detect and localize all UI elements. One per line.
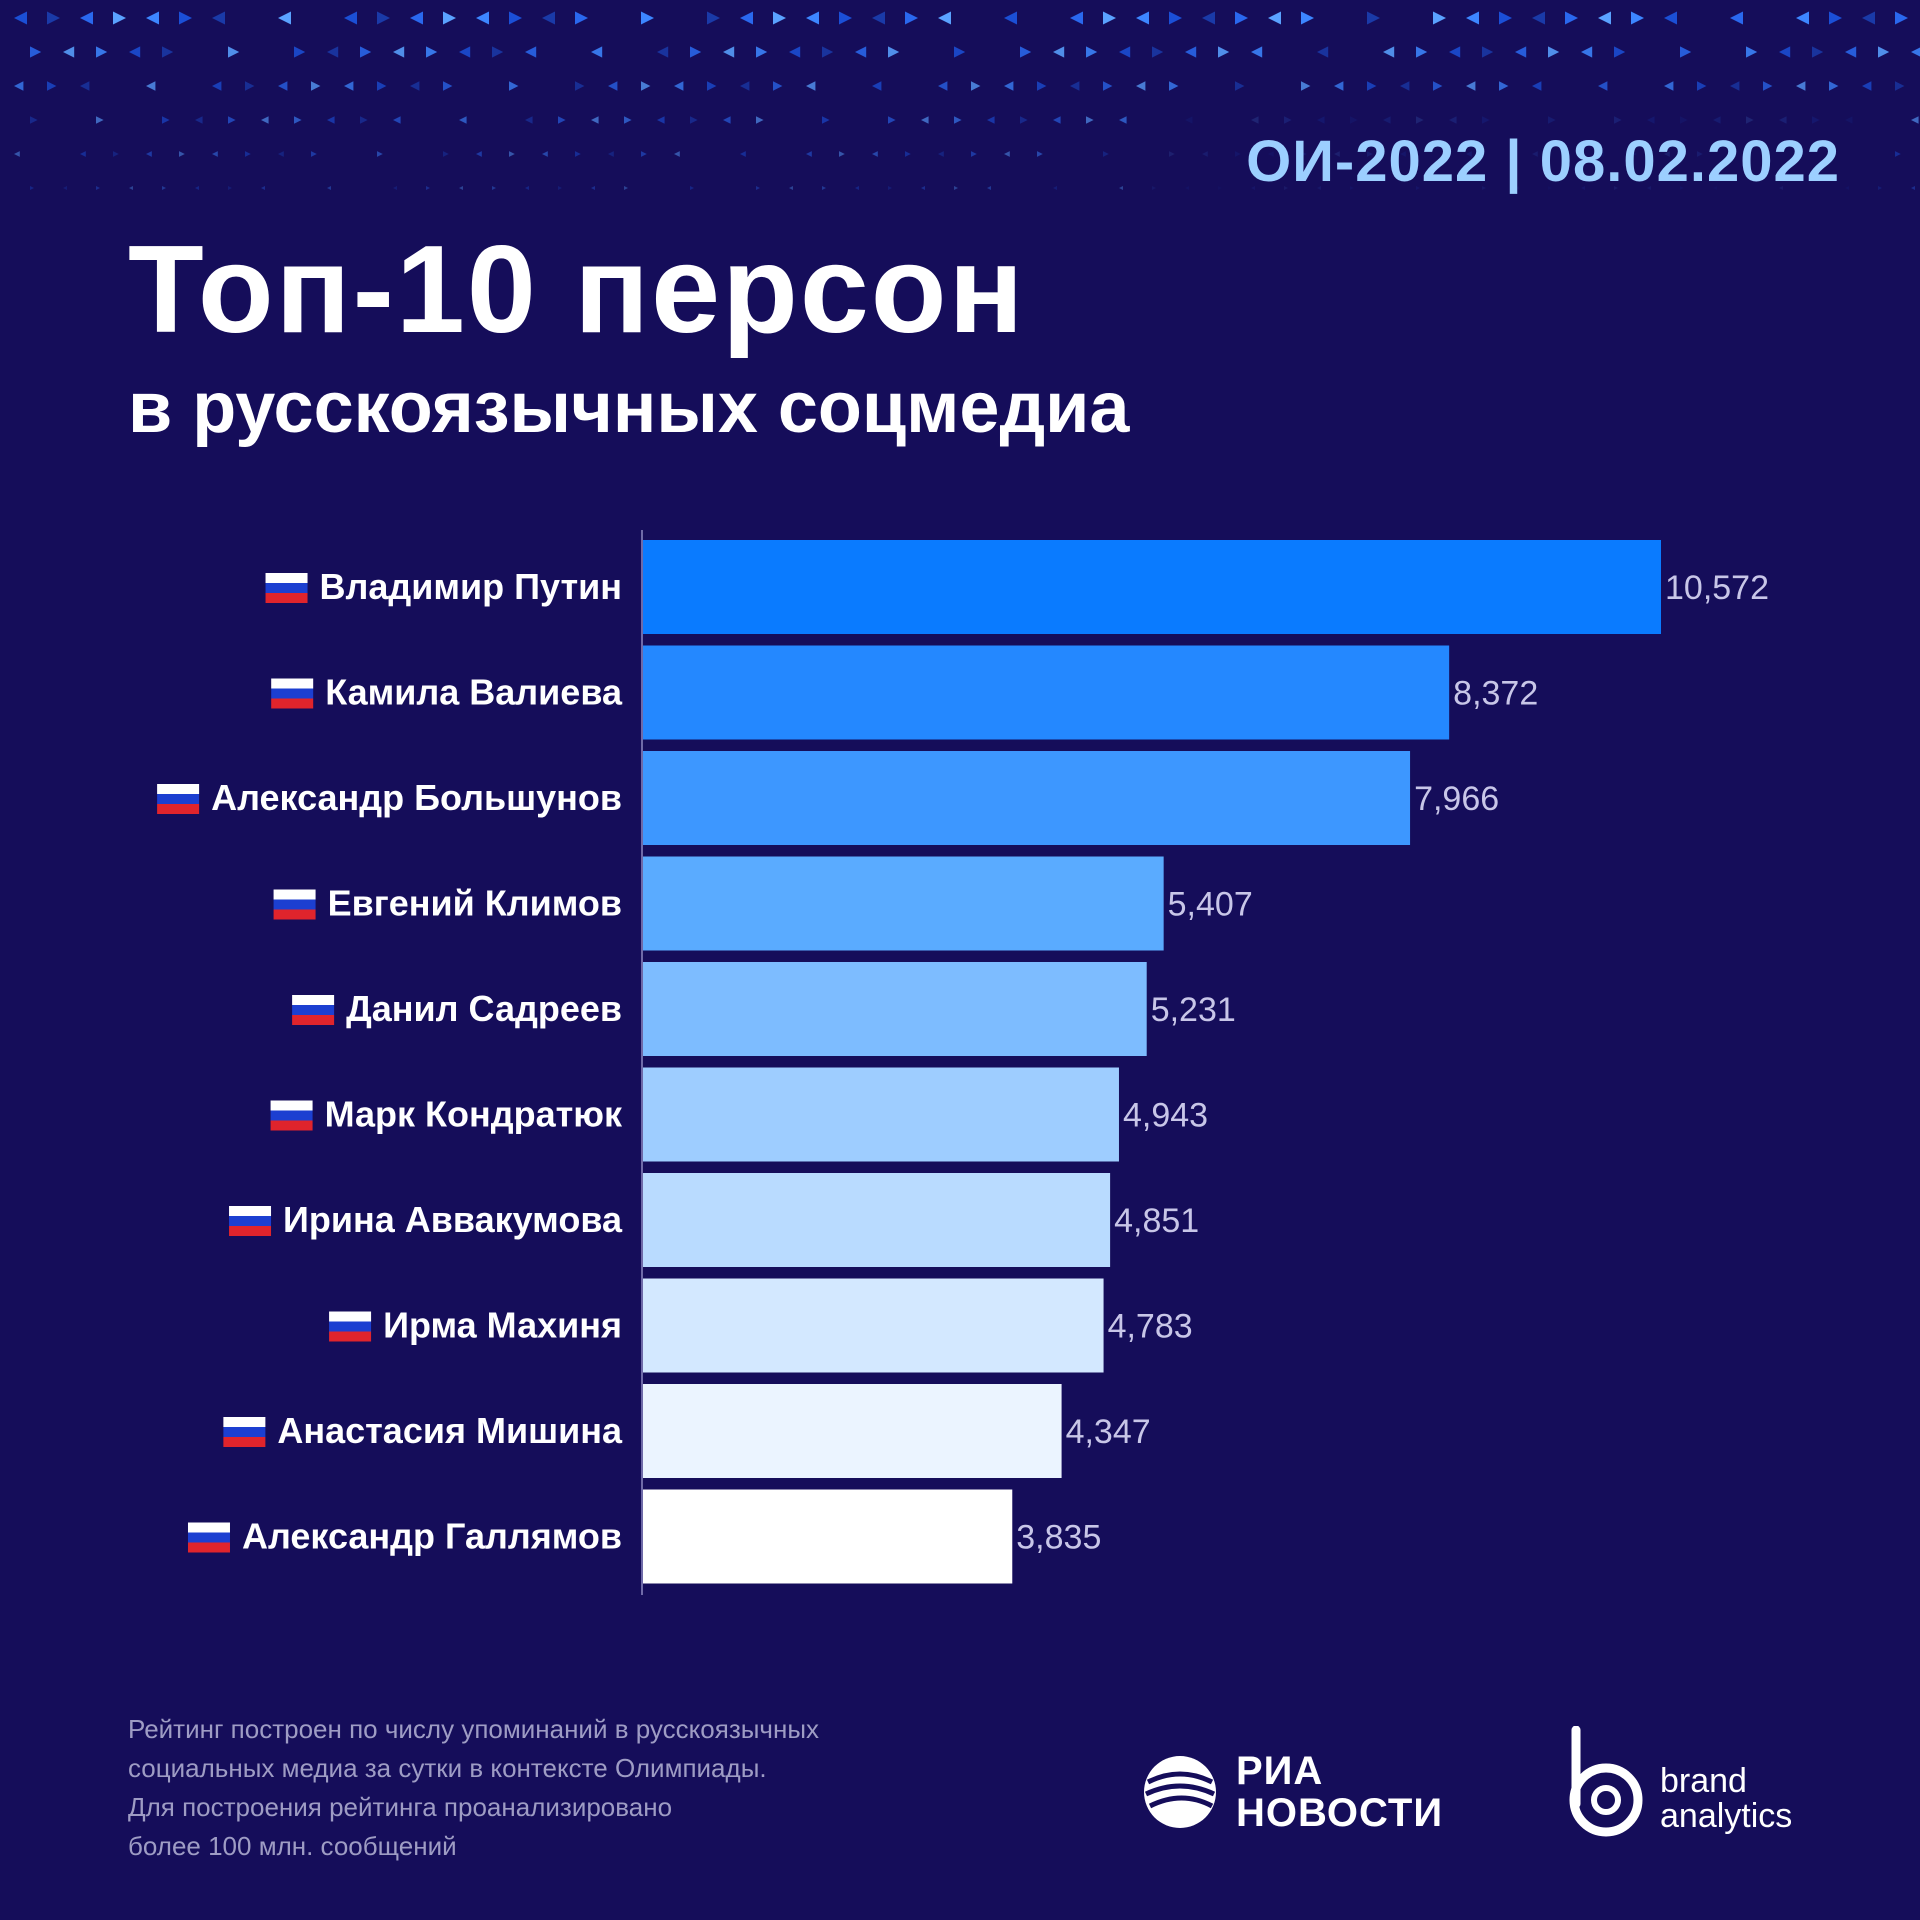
footnote-line: Для построения рейтинга проанализировано (128, 1792, 673, 1822)
bar (643, 1384, 1062, 1478)
bar (643, 1489, 1013, 1584)
brand-analytics-logo: brand analytics (1562, 1726, 1792, 1840)
data-label: 4,943 (1123, 1097, 1208, 1135)
russia-flag-icon (292, 995, 335, 1025)
russia-flag-icon (265, 573, 308, 603)
ria-logo-line: РИА (1236, 1749, 1324, 1793)
category-label: Данил Садреев (346, 988, 622, 1029)
russia-flag-icon (270, 1100, 313, 1131)
ba-logo-line: analytics (1660, 1797, 1793, 1835)
data-label: 7,966 (1414, 780, 1499, 818)
footnote-line: более 100 млн. сообщений (128, 1831, 457, 1861)
page-title: Топ-10 персон (128, 221, 1026, 359)
footnote: Рейтинг построен по числу упоминаний в р… (128, 1710, 1028, 1866)
bar (643, 856, 1164, 951)
bar (643, 751, 1411, 845)
russia-flag-icon (273, 889, 316, 920)
page-subtitle: в русскоязычных соцмедиа (128, 368, 1130, 448)
event-date-heading: ОИ-2022 | 08.02.2022 (1246, 129, 1840, 194)
footnote-line: Рейтинг построен по числу упоминаний в р… (128, 1714, 820, 1744)
data-label: 8,372 (1453, 675, 1538, 713)
bar-chart: 10,572 Владимир Путин 8,372 Камила Валиева 7… (157, 530, 1769, 1595)
ria-novosti-logo: РИА НОВОСТИ (1140, 1750, 1443, 1834)
bar (643, 1278, 1104, 1373)
russia-flag-icon (223, 1417, 266, 1447)
russia-flag-icon (157, 784, 200, 814)
category-label: Анастасия Мишина (277, 1410, 623, 1451)
bar (643, 645, 1450, 740)
russia-flag-icon (229, 1206, 272, 1236)
category-label: Ирина Аввакумова (283, 1199, 623, 1240)
brand-analytics-mark-icon (1569, 1726, 1643, 1837)
bar (643, 1067, 1119, 1162)
ria-logo-line: НОВОСТИ (1236, 1791, 1444, 1835)
category-label: Камила Валиева (325, 672, 623, 713)
data-label: 10,572 (1665, 569, 1769, 607)
bar (643, 1173, 1111, 1267)
triangle-pattern-decoration (14, 11, 1920, 190)
russia-flag-icon (329, 1311, 372, 1342)
category-label: Александр Большунов (211, 777, 622, 818)
category-label: Евгений Климов (328, 883, 622, 924)
data-label: 3,835 (1016, 1519, 1101, 1557)
russia-flag-icon (271, 678, 314, 709)
bar (643, 962, 1147, 1056)
data-label: 4,783 (1108, 1308, 1193, 1346)
ba-logo-line: brand (1660, 1762, 1747, 1800)
russia-flag-icon (187, 1522, 230, 1553)
bar (643, 540, 1661, 634)
footnote-line: социальных медиа за сутки в контексте Ол… (128, 1753, 767, 1783)
category-label: Ирма Махиня (383, 1305, 622, 1346)
category-label: Владимир Путин (320, 566, 622, 607)
data-label: 5,407 (1168, 886, 1253, 924)
data-label: 4,851 (1114, 1202, 1199, 1240)
category-label: Марк Кондратюк (325, 1094, 623, 1135)
data-label: 4,347 (1066, 1413, 1151, 1451)
ria-globe-icon (1144, 1756, 1216, 1828)
data-label: 5,231 (1151, 991, 1236, 1029)
category-label: Александр Галлямов (242, 1516, 622, 1557)
